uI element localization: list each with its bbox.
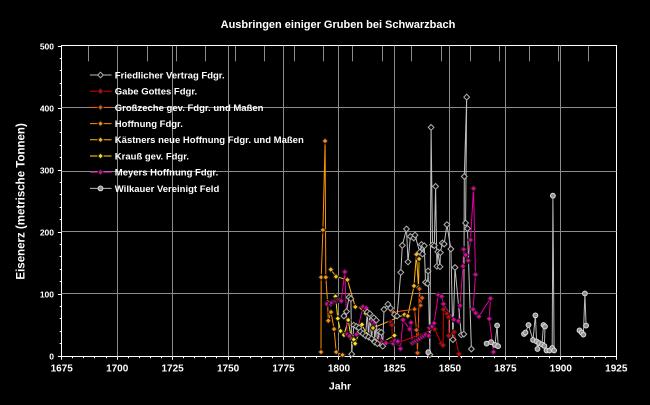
svg-text:1675: 1675 (51, 364, 74, 375)
svg-text:400: 400 (40, 103, 54, 113)
svg-text:Meyers Hoffnung Fdgr.: Meyers Hoffnung Fdgr. (115, 168, 218, 179)
svg-text:1850: 1850 (439, 364, 462, 375)
svg-text:Krauß gev. Fdgr.: Krauß gev. Fdgr. (115, 151, 189, 162)
svg-text:1925: 1925 (605, 364, 628, 375)
svg-text:Friedlicher Vertrag Fdgr.: Friedlicher Vertrag Fdgr. (115, 70, 225, 81)
svg-text:Jahr: Jahr (329, 380, 351, 392)
svg-text:0: 0 (49, 351, 54, 361)
svg-text:500: 500 (40, 41, 54, 51)
svg-text:1775: 1775 (272, 364, 295, 375)
svg-text:200: 200 (40, 227, 54, 237)
svg-text:300: 300 (40, 165, 54, 175)
svg-text:1900: 1900 (550, 364, 573, 375)
svg-text:1825: 1825 (383, 364, 406, 375)
svg-text:Eisenerz (metrische Tonnen): Eisenerz (metrische Tonnen) (16, 123, 28, 280)
svg-text:1750: 1750 (217, 364, 240, 375)
svg-text:1875: 1875 (494, 364, 517, 375)
svg-text:1700: 1700 (106, 364, 129, 375)
svg-text:Wilkauer Vereinigt Feld: Wilkauer Vereinigt Feld (115, 184, 220, 195)
svg-text:1725: 1725 (161, 364, 184, 375)
svg-text:Kästners neue Hoffnung Fdgr. u: Kästners neue Hoffnung Fdgr. und Maßen (115, 135, 304, 146)
svg-text:100: 100 (40, 289, 54, 299)
svg-text:1800: 1800 (328, 364, 351, 375)
svg-text:Gabe Gottes Fdgr.: Gabe Gottes Fdgr. (115, 87, 197, 98)
svg-text:Hoffnung Fdgr.: Hoffnung Fdgr. (115, 119, 183, 130)
svg-text:Ausbringen einiger Gruben bei: Ausbringen einiger Gruben bei Schwarzbac… (221, 19, 456, 31)
svg-text:Großzeche gev. Fdgr. und Maßen: Großzeche gev. Fdgr. und Maßen (115, 103, 264, 114)
